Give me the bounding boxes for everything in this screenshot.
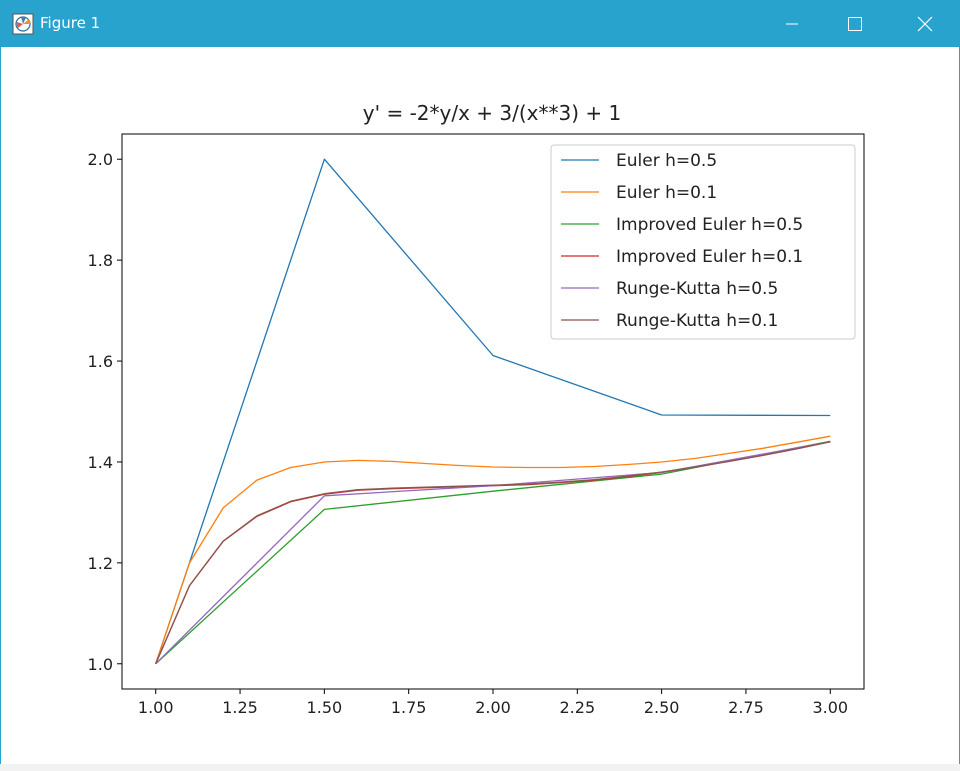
maximize-button[interactable] xyxy=(820,0,890,47)
x-tick-label: 3.00 xyxy=(812,698,848,717)
chart-title: y' = -2*y/x + 3/(x**3) + 1 xyxy=(363,101,621,125)
y-tick-label: 1.8 xyxy=(88,251,113,270)
x-tick-label: 1.25 xyxy=(222,698,258,717)
matplotlib-figure-icon xyxy=(12,13,34,35)
legend-label: Euler h=0.5 xyxy=(616,151,717,171)
close-button[interactable] xyxy=(890,0,960,47)
x-tick-label: 1.50 xyxy=(307,698,343,717)
series-line-5 xyxy=(155,441,831,665)
maximize-icon xyxy=(848,16,862,31)
series-line-3 xyxy=(155,441,831,665)
legend-label: Euler h=0.1 xyxy=(616,183,717,203)
x-axis-ticks: 1.00 1.25 1.50 1.75 2.00 2.25 2.50 2.75 3.00 xyxy=(138,689,848,717)
x-tick-label: 2.50 xyxy=(644,698,680,717)
series-line-2 xyxy=(155,440,831,665)
legend-label: Runge-Kutta h=0.1 xyxy=(616,311,778,331)
series-line-4 xyxy=(155,441,831,665)
minimize-icon xyxy=(786,23,798,24)
legend-label: Runge-Kutta h=0.5 xyxy=(616,279,778,299)
legend: Euler h=0.5 Euler h=0.1 Improved Euler h=0… xyxy=(550,144,856,340)
legend-box xyxy=(550,144,856,340)
x-tick-label: 2.25 xyxy=(560,698,596,717)
close-icon xyxy=(917,16,933,31)
y-axis-ticks: 1.0 1.2 1.4 1.6 1.8 2.0 xyxy=(88,150,122,674)
minimize-button[interactable] xyxy=(757,0,827,47)
y-tick-label: 1.0 xyxy=(88,655,113,674)
figure-canvas: y' = -2*y/x + 3/(x**3) + 1 1.01.21.41.61… xyxy=(88,101,865,717)
legend-label: Improved Euler h=0.1 xyxy=(616,247,803,267)
series-line-1 xyxy=(155,435,831,665)
x-tick-label: 2.75 xyxy=(728,698,764,717)
x-tick-label: 1.00 xyxy=(138,698,174,717)
y-tick-label: 2.0 xyxy=(88,150,113,169)
window-title: Figure 1 xyxy=(40,14,101,32)
window-titlebar: Figure 1 xyxy=(0,0,960,47)
series-line-0 xyxy=(155,158,831,665)
status-strip xyxy=(0,764,960,771)
x-tick-label: 2.00 xyxy=(475,698,511,717)
series-lines xyxy=(155,158,831,665)
y-tick-label: 1.6 xyxy=(88,352,113,371)
axes-frame xyxy=(121,133,865,690)
window-frame-left xyxy=(0,47,1,771)
x-tick-label: 1.75 xyxy=(391,698,427,717)
y-tick-label: 1.2 xyxy=(88,554,113,573)
y-tick-label: 1.4 xyxy=(88,453,113,472)
legend-label: Improved Euler h=0.5 xyxy=(616,215,803,235)
